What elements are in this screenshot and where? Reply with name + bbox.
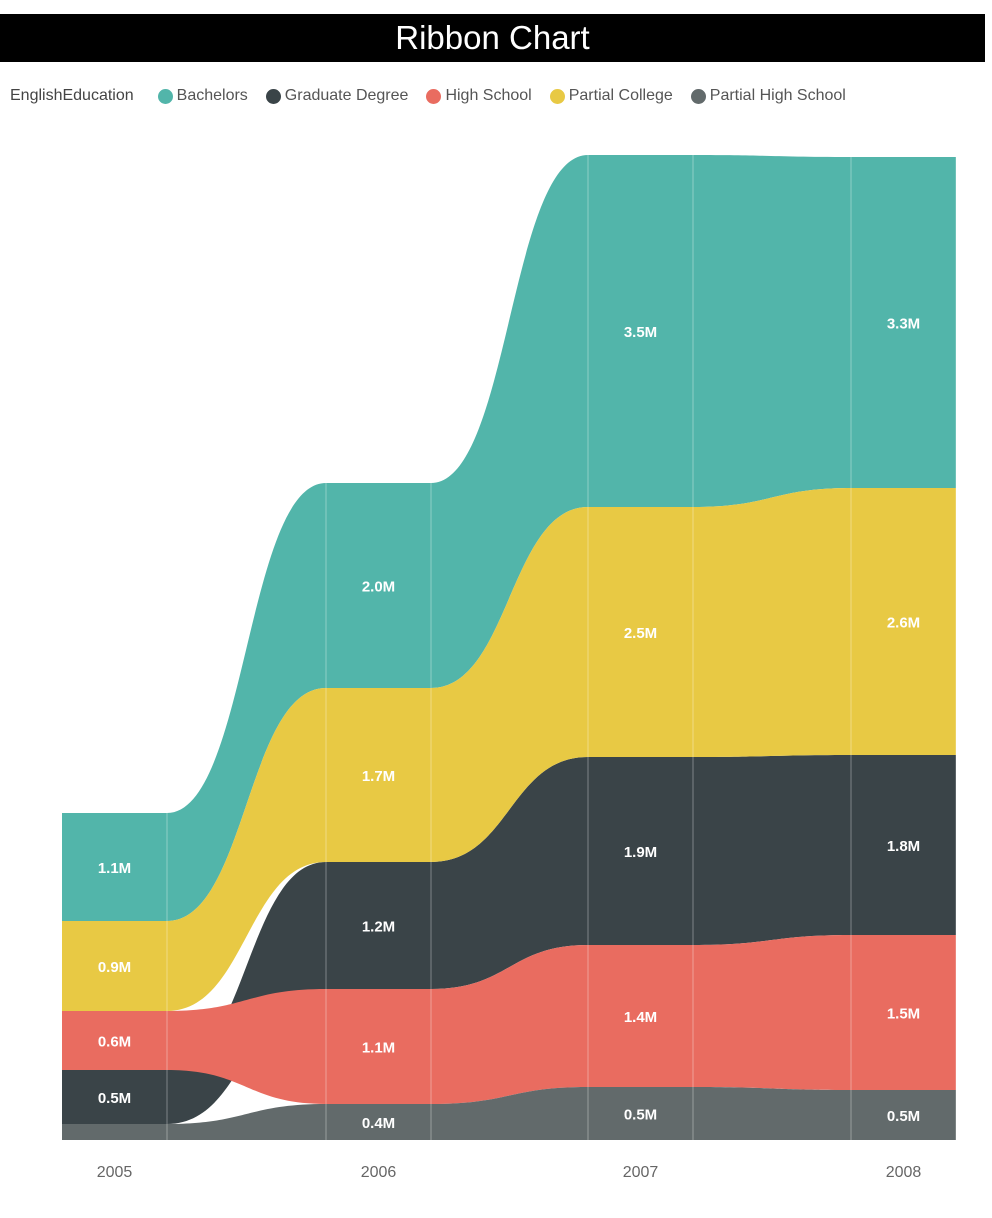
bar-segment[interactable] [62, 921, 167, 1011]
bar-segment[interactable] [851, 1090, 956, 1140]
legend-item[interactable]: Partial High School [690, 87, 846, 105]
bar-segment[interactable] [588, 945, 693, 1087]
data-label: 2.5M [624, 625, 657, 642]
data-label: 2.0M [362, 579, 395, 596]
data-label: 3.3M [887, 316, 920, 333]
data-label: 1.1M [362, 1040, 395, 1057]
ribbon-partial-college[interactable] [167, 688, 326, 1011]
legend-dot-icon [549, 88, 565, 104]
bar-segment[interactable] [62, 1070, 167, 1124]
bar-segment[interactable] [588, 507, 693, 757]
legend-item[interactable]: Partial College [549, 87, 673, 105]
bar-segment[interactable] [326, 1104, 431, 1140]
ribbon-partial-high-school[interactable] [167, 1104, 326, 1140]
ribbon-graduate-degree[interactable] [693, 755, 851, 945]
data-label: 0.4M [362, 1115, 395, 1132]
x-tick-label: 2007 [623, 1164, 659, 1181]
legend-label: Partial College [568, 87, 673, 104]
bar-segment[interactable] [326, 989, 431, 1104]
data-label: 2.6M [887, 615, 920, 632]
bar-segment[interactable] [851, 935, 956, 1090]
legend-item[interactable]: Graduate Degree [265, 87, 409, 105]
data-label: 0.5M [98, 1090, 131, 1107]
bar-segment[interactable] [588, 757, 693, 945]
bar-segment[interactable] [326, 483, 431, 688]
bar-segment[interactable] [62, 813, 167, 921]
ribbon-high-school[interactable] [431, 945, 588, 1104]
bar-segment[interactable] [851, 755, 956, 935]
data-label: 1.4M [624, 1009, 657, 1026]
legend-label: Partial High School [709, 87, 846, 104]
bar-segment[interactable] [851, 488, 956, 755]
ribbon-partial-high-school[interactable] [693, 1087, 851, 1140]
data-label: 0.6M [98, 1034, 131, 1051]
data-label: 0.5M [624, 1107, 657, 1124]
ribbon-high-school[interactable] [167, 989, 326, 1104]
x-tick-label: 2008 [886, 1164, 922, 1181]
data-label: 0.9M [98, 959, 131, 976]
ribbon-partial-college[interactable] [693, 488, 851, 757]
data-label: 1.1M [98, 860, 131, 877]
data-label: 1.2M [362, 919, 395, 936]
ribbon-partial-college[interactable] [431, 507, 588, 862]
legend-label: Bachelors [176, 87, 248, 104]
legend-dot-icon [265, 88, 281, 104]
legend-title: EnglishEducation [10, 87, 134, 104]
x-tick-label: 2006 [361, 1164, 397, 1181]
data-label: 1.9M [624, 844, 657, 861]
legend-item[interactable]: Bachelors [157, 87, 248, 105]
bar-segment[interactable] [588, 1087, 693, 1140]
legend-label: High School [445, 87, 532, 104]
data-label: 1.7M [362, 768, 395, 785]
legend-dot-icon [690, 88, 706, 104]
bar-segment[interactable] [62, 1124, 167, 1140]
ribbon-graduate-degree[interactable] [431, 757, 588, 989]
bar-segment[interactable] [62, 1011, 167, 1070]
data-label: 3.5M [624, 324, 657, 341]
ribbon-high-school[interactable] [693, 935, 851, 1090]
legend-dot-icon [157, 88, 173, 104]
ribbon-partial-high-school[interactable] [431, 1087, 588, 1140]
bar-segment[interactable] [851, 157, 956, 488]
ribbon-bachelors[interactable] [693, 155, 851, 507]
ribbon-bachelors[interactable] [431, 155, 588, 688]
data-label: 0.5M [887, 1108, 920, 1125]
x-tick-label: 2005 [97, 1164, 133, 1181]
legend-item[interactable]: High School [426, 87, 532, 105]
bar-segment[interactable] [326, 862, 431, 989]
data-label: 1.8M [887, 838, 920, 855]
legend: EnglishEducation Bachelors Graduate Degre… [10, 87, 864, 105]
bar-segment[interactable] [326, 688, 431, 862]
ribbon-bachelors[interactable] [167, 483, 326, 921]
legend-dot-icon [426, 88, 442, 104]
data-label: 1.5M [887, 1006, 920, 1023]
chart-title: Ribbon Chart [0, 14, 985, 62]
bar-segment[interactable] [588, 155, 693, 507]
legend-label: Graduate Degree [284, 87, 409, 104]
